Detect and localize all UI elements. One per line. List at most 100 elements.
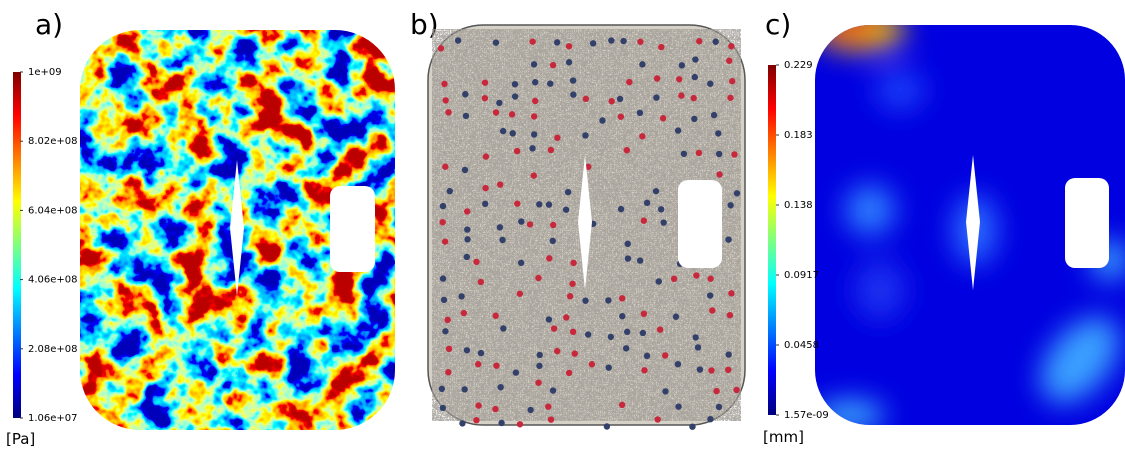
dot <box>707 292 713 298</box>
dot <box>464 347 470 353</box>
dot <box>637 39 643 45</box>
dot <box>657 326 663 332</box>
dot <box>497 384 503 390</box>
dot <box>493 313 499 319</box>
dot <box>675 127 681 133</box>
dot <box>545 403 551 409</box>
dot <box>445 109 451 115</box>
dot <box>550 387 556 393</box>
dot <box>585 331 591 337</box>
dot <box>510 130 516 136</box>
dot <box>673 314 679 320</box>
dot <box>440 405 446 411</box>
dot <box>532 98 538 104</box>
dot <box>514 200 520 206</box>
dot <box>535 275 541 281</box>
dot <box>619 295 625 301</box>
dot <box>583 96 589 102</box>
dot <box>733 387 739 393</box>
dot <box>546 316 552 322</box>
panel-label: b) <box>410 8 439 41</box>
dot <box>709 307 715 313</box>
dot <box>662 352 668 358</box>
dot <box>513 369 519 375</box>
dot <box>500 128 506 134</box>
dot <box>620 38 626 44</box>
colorbar <box>768 65 776 415</box>
dot <box>570 91 576 97</box>
dot <box>517 291 523 297</box>
dot <box>570 260 576 266</box>
dot <box>696 150 702 156</box>
dot <box>604 423 610 429</box>
dot <box>690 95 696 101</box>
dot <box>461 386 467 392</box>
dot <box>570 77 576 83</box>
dot <box>707 80 713 86</box>
tick-label: 0.0458 <box>784 340 819 351</box>
dot <box>531 131 537 137</box>
dot <box>569 281 575 287</box>
colorbar-ticks: 1e+098.02e+086.04e+084.06e+082.08e+081.0… <box>20 67 78 424</box>
dot <box>697 366 703 372</box>
dot <box>442 164 448 170</box>
dot <box>582 132 588 138</box>
dot <box>716 171 722 177</box>
dot <box>527 407 533 413</box>
dot <box>509 111 515 117</box>
dot <box>462 167 468 173</box>
dot <box>496 100 502 106</box>
dot <box>713 388 719 394</box>
dot <box>599 117 605 123</box>
dot <box>440 203 446 209</box>
dot <box>529 145 535 151</box>
dot <box>728 43 734 49</box>
unit-label: [mm] <box>763 428 804 446</box>
dot <box>536 363 542 369</box>
dot <box>517 421 523 427</box>
dot <box>716 404 722 410</box>
dot <box>656 278 662 284</box>
dot <box>641 217 647 223</box>
dot <box>676 76 682 82</box>
dot <box>707 276 713 282</box>
dot <box>658 206 664 212</box>
dot <box>654 75 660 81</box>
dot <box>459 420 465 426</box>
dot <box>728 290 734 296</box>
dot <box>566 59 572 65</box>
dot <box>440 275 446 281</box>
dot <box>711 112 717 118</box>
dot <box>439 386 445 392</box>
dot <box>626 79 632 85</box>
dot <box>637 110 643 116</box>
dot <box>462 91 468 97</box>
dot <box>662 388 668 394</box>
dot <box>550 238 556 244</box>
dot <box>482 201 488 207</box>
dot <box>554 135 560 141</box>
tick-label: 8.02e+08 <box>28 136 78 147</box>
tick-label: 2.08e+08 <box>28 344 78 355</box>
dot <box>618 206 624 212</box>
dot <box>498 420 504 426</box>
dot <box>531 172 537 178</box>
hole <box>330 186 375 272</box>
dot <box>641 367 647 373</box>
dot <box>461 310 467 316</box>
dot <box>531 113 537 119</box>
dot <box>500 325 506 331</box>
panel-label: c) <box>765 8 791 41</box>
dot <box>589 361 595 367</box>
dot <box>725 367 731 373</box>
dot <box>619 402 625 408</box>
dot <box>639 61 645 67</box>
dot <box>675 361 681 367</box>
dot <box>619 313 625 319</box>
dot <box>442 328 448 334</box>
dot <box>608 37 614 43</box>
dot <box>512 93 518 99</box>
dot <box>441 81 447 87</box>
dot <box>463 113 469 119</box>
hole <box>1065 178 1109 268</box>
